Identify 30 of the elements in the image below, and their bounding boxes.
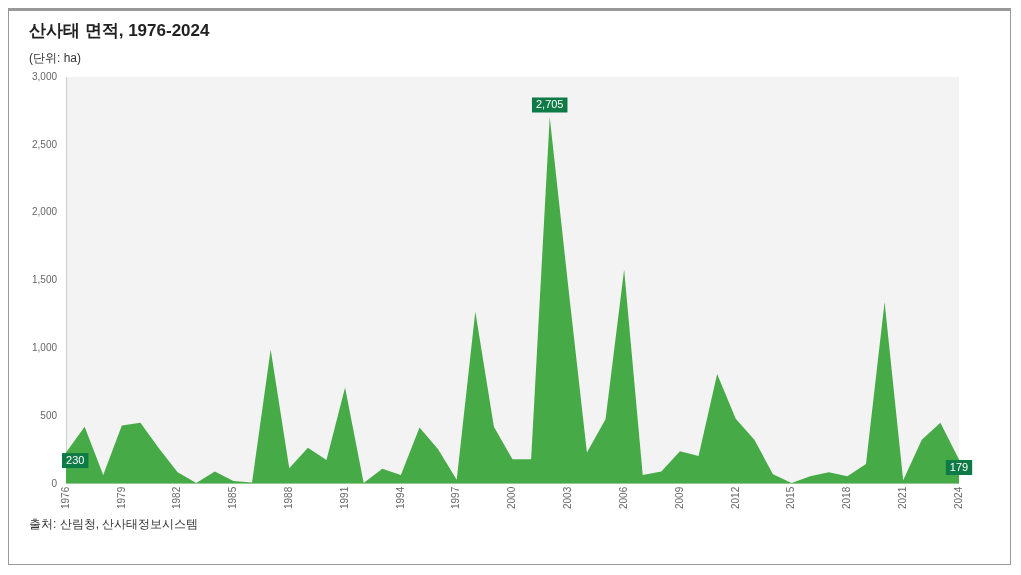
x-tick-label: 2018 <box>841 486 853 509</box>
y-tick-label: 500 <box>40 409 58 421</box>
x-tick-label: 1994 <box>394 486 406 509</box>
x-tick-label: 2000 <box>506 486 518 509</box>
y-axis-title: (단위: ha) <box>29 50 82 67</box>
y-tick-label: 2,500 <box>31 138 58 150</box>
y-tick-label: 3,000 <box>31 70 58 82</box>
chart-title: 산사태 면적, 1976-2024 <box>29 20 211 42</box>
x-tick-label: 2012 <box>729 486 741 509</box>
y-tick-label: 2,000 <box>31 206 58 218</box>
y-tick-label: 1,500 <box>31 274 58 286</box>
y-tick-label: 1,000 <box>31 341 58 353</box>
data-label: 2,705 <box>535 98 564 111</box>
x-tick-label: 1979 <box>115 486 127 509</box>
source-note: 출처: 산림청, 산사태정보시스템 <box>29 516 200 533</box>
x-tick-label: 1982 <box>171 486 183 509</box>
x-tick-label: 2003 <box>562 486 574 509</box>
x-tick-label: 1997 <box>450 486 462 509</box>
x-tick-label: 2006 <box>617 486 629 509</box>
x-tick-label: 1985 <box>227 486 239 509</box>
x-tick-label: 1988 <box>283 486 295 509</box>
x-tick-label: 1976 <box>59 486 71 509</box>
x-tick-label: 1991 <box>338 486 350 509</box>
x-tick-label: 2015 <box>785 486 797 509</box>
x-tick-label: 2021 <box>896 486 908 509</box>
data-label: 179 <box>949 460 969 473</box>
x-tick-label: 2009 <box>673 486 685 509</box>
y-tick-label: 0 <box>51 477 58 489</box>
x-tick-label: 2024 <box>952 486 964 509</box>
data-label: 230 <box>66 453 85 466</box>
